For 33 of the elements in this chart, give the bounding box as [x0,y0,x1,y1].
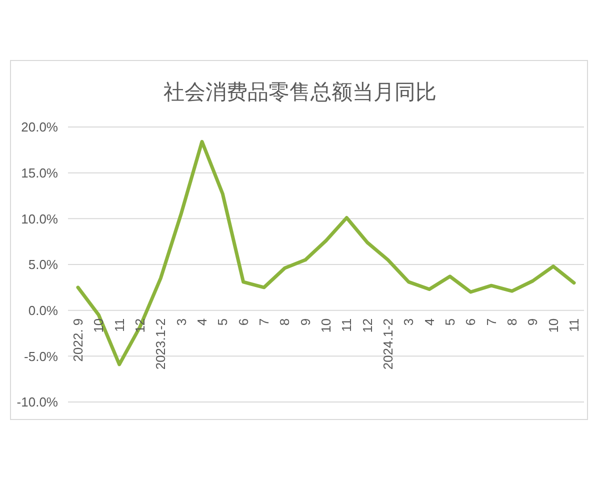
x-tick-label: 10 [91,318,106,333]
y-tick-label: 15.0% [21,165,58,180]
x-tick-label: 5 [215,318,230,326]
chart-title: 社会消费品零售总额当月同比 [162,80,438,106]
x-tick-label: 11 [112,318,127,332]
x-tick-label: 8 [277,318,292,326]
x-tick-label: 7 [256,318,272,326]
x-tick-label: 2022. 9 [70,318,86,362]
x-tick-label: 2023.1-2 [153,318,168,370]
x-tick-label: 5 [442,318,458,326]
x-tick-label: 10 [546,318,561,333]
y-tick-label: 0.0% [28,302,58,318]
x-tick-label: 11 [566,318,582,332]
x-tick-label: 12 [360,318,375,333]
x-tick-label: 2024.1-2 [380,318,396,370]
y-tick-label: -10.0% [16,394,58,410]
x-tick-label: 4 [194,318,210,326]
x-tick-label: 3 [174,318,189,326]
x-tick-label: 10 [318,318,334,333]
x-tick-label: 6 [463,318,478,326]
x-tick-label: 6 [236,318,251,326]
x-tick-label: 12 [132,318,148,333]
y-tick-label: 10.0% [21,211,58,226]
x-tick-label: 9 [525,318,540,326]
y-tick-label: -5.0% [24,348,58,364]
x-tick-label: 3 [401,318,416,326]
x-tick-label: 4 [422,318,437,326]
y-tick-label: 5.0% [28,257,58,272]
x-tick-label: 9 [298,318,313,326]
x-tick-label: 11 [339,318,354,332]
x-tick-label: 8 [504,318,520,326]
x-tick-label: 7 [484,318,499,326]
y-tick-label: 20.0% [21,120,58,135]
